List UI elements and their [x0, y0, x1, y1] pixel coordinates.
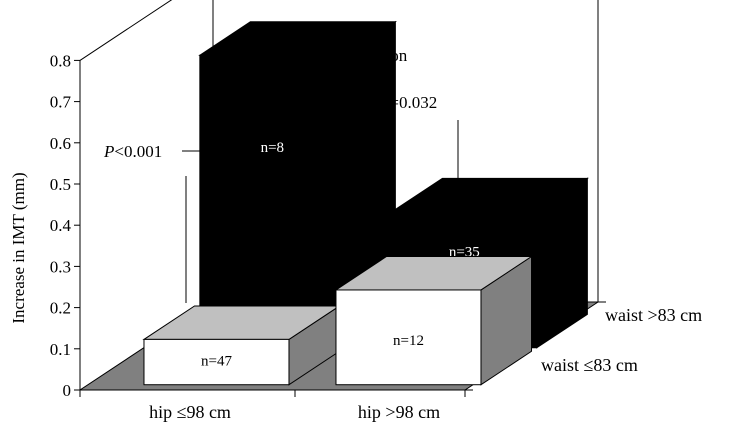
x-category-label-hip-low: hip ≤98 cm [149, 402, 231, 422]
bar-count-label: n=12 [393, 333, 424, 349]
bar-waist-high-hip-low: n=8 [198, 20, 398, 349]
bars: n=8n=35n=47n=12 [142, 20, 590, 386]
bar-front-face [335, 289, 482, 386]
p-symbol: P [103, 142, 114, 161]
y-tick-label: 0.6 [50, 134, 71, 153]
y-axis: 0 0.1 0.2 0.3 0.4 0.5 0.6 0.7 0.8 [50, 51, 606, 400]
p-value-hip-high: P=0.032 [378, 93, 437, 112]
y-tick-label: 0.3 [50, 257, 71, 276]
p-symbol: P [378, 93, 389, 112]
depth-label-waist-low: waist ≤83 cm [541, 355, 638, 375]
p-value-text: <0.001 [114, 142, 162, 161]
y-tick-label: 0.4 [50, 216, 72, 235]
bar-waist-low-hip-low: n=47 [142, 305, 342, 386]
p-value-text: =0.032 [389, 93, 437, 112]
back-wall-edge [597, 0, 599, 302]
depth-label-waist-high: waist >83 cm [605, 305, 702, 325]
x-category-label-hip-high: hip >98 cm [358, 402, 440, 422]
y-axis-label: Increase in IMT (mm) [9, 172, 28, 323]
y-tick-label: 0.7 [50, 93, 72, 112]
bar-front-face [143, 338, 290, 386]
y-tick-label: 0.2 [50, 299, 71, 318]
bar-waist-low-hip-high: n=12 [334, 255, 534, 386]
y-tick-label: 0.1 [50, 340, 71, 359]
interaction-annotation: P=0.003 for interaction [249, 46, 408, 65]
y-tick-label: 0 [63, 381, 72, 400]
y-tick-label: 0.8 [50, 51, 71, 70]
p-value-hip-low: P<0.001 [103, 142, 162, 161]
y-tick-label: 0.5 [50, 175, 71, 194]
bar-front-face [199, 54, 346, 349]
bar-count-label: n=47 [201, 354, 232, 370]
annotations [182, 120, 459, 303]
bar-count-label: n=8 [261, 140, 284, 156]
